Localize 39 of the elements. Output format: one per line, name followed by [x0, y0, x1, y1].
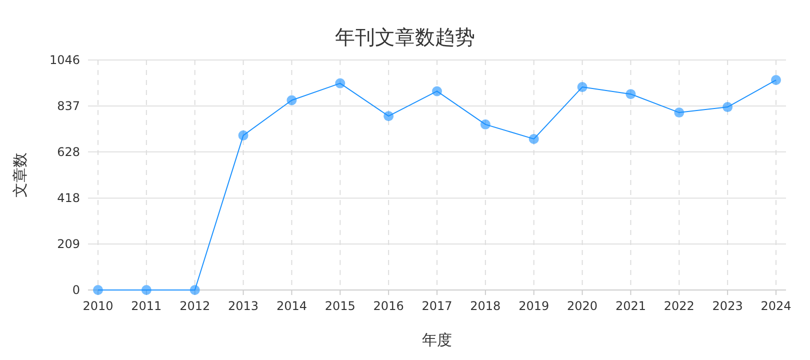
x-tick-label: 2019	[518, 299, 550, 313]
x-tick-label: 2020	[567, 299, 598, 313]
point	[771, 75, 781, 86]
y-axis-title: 文章数	[11, 152, 29, 198]
point	[528, 134, 539, 144]
x-tick-label: 2013	[228, 299, 259, 313]
x-tick-label: 2022	[664, 299, 694, 313]
point	[93, 285, 103, 295]
point	[432, 86, 442, 96]
y-tick-label: 0	[72, 283, 80, 297]
x-tick-label: 2017	[422, 299, 452, 313]
point	[141, 285, 152, 295]
x-tick-label: 2024	[760, 299, 792, 313]
point	[722, 102, 733, 112]
point	[286, 95, 297, 106]
y-tick-label: 628	[57, 144, 80, 159]
chart-title: 年刊文章数趋势	[335, 25, 475, 49]
point	[335, 78, 346, 88]
x-tick-label: 2012	[180, 299, 210, 313]
x-tick-label: 2014	[276, 299, 307, 313]
point	[384, 111, 394, 122]
y-tick-label: 418	[57, 191, 80, 206]
y-tick-label: 1046	[49, 53, 80, 67]
point	[577, 82, 588, 92]
y-tick-label: 837	[57, 98, 80, 113]
x-axis-title: 年度	[422, 331, 452, 349]
x-tick-label: 2011	[131, 299, 162, 313]
point	[480, 119, 490, 130]
point	[238, 130, 248, 140]
point	[674, 108, 684, 118]
x-tick-label: 2016	[373, 299, 404, 313]
point	[190, 285, 200, 295]
y-tick-label: 209	[57, 237, 80, 252]
x-tick-label: 2023	[712, 299, 743, 313]
x-tick-label: 2010	[82, 299, 114, 313]
x-tick-label: 2021	[615, 299, 646, 313]
point	[626, 89, 636, 100]
x-tick-label: 2018	[470, 299, 501, 313]
x-tick-label: 2015	[324, 299, 356, 313]
